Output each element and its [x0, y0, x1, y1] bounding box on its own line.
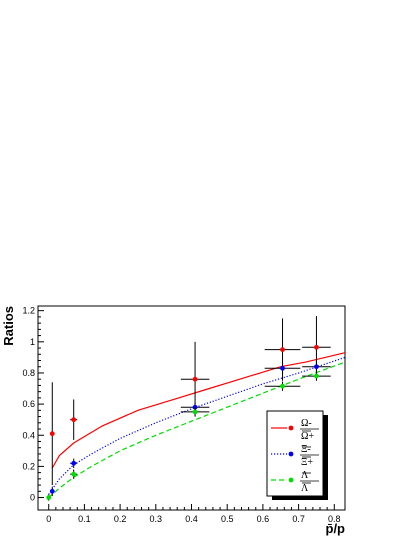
lambda-marker — [192, 409, 198, 415]
x-tick-label: 0.1 — [78, 514, 91, 524]
y-axis-title: Ratios — [1, 306, 16, 346]
y-tick-label: 0.6 — [22, 399, 35, 409]
xi-point — [49, 486, 55, 496]
omega-legend-numerator: Ω- — [301, 418, 312, 429]
omega-marker — [280, 347, 285, 353]
legend: Ω- Ω+ Ξ- Ξ+ ΛΛ — [266, 410, 328, 500]
lambda-legend-entry: ΛΛ — [271, 470, 319, 494]
xi-marker — [280, 365, 285, 371]
omega-point — [70, 399, 78, 440]
lambda-point — [264, 381, 301, 391]
omega-point — [49, 382, 55, 486]
y-tick-label: 0.2 — [22, 461, 35, 471]
lambda-marker — [46, 495, 52, 500]
y-tick-label: 0.4 — [22, 430, 35, 440]
y-tick-label: 1 — [30, 337, 35, 347]
omega-marker — [314, 344, 319, 350]
omega-curve — [51, 352, 346, 469]
lambda-marker — [71, 471, 77, 477]
x-tick-label: 0.3 — [150, 514, 163, 524]
omega-legend-entry: Ω- Ω+ — [271, 418, 319, 442]
xi-legend-entry: Ξ- Ξ+ — [271, 444, 319, 468]
y-tick-label: 0 — [30, 493, 35, 503]
x-tick-label: 0 — [46, 514, 51, 524]
x-tick-label: 0.8 — [328, 514, 341, 524]
omega-marker — [49, 431, 55, 437]
xi-marker — [71, 460, 77, 466]
x-tick-label: 0.4 — [185, 514, 198, 524]
x-tick-label: 0.7 — [292, 514, 305, 524]
x-tick-label: 0.2 — [114, 514, 127, 524]
axes: 0 0.1 0.2 0.3 0.4 0.5 0.6 0.7 0.8 0 0.2 0.4 0.6 0.8 1 1… — [22, 306, 340, 524]
lambda-legend-marker — [288, 477, 294, 483]
x-tick-label: 0.5 — [221, 514, 234, 524]
lambda-marker — [280, 383, 285, 389]
xi-legend-marker — [288, 451, 294, 457]
omega-marker — [192, 376, 198, 382]
omega-legend-marker — [288, 425, 294, 431]
y-tick-label: 0.8 — [22, 368, 35, 378]
lambda-point — [302, 371, 331, 381]
x-tick-label: 0.6 — [257, 514, 270, 524]
lambda-curve — [48, 361, 346, 498]
lambda-legend-denominator: Λ — [301, 483, 309, 494]
omega-marker — [71, 417, 77, 423]
xi-point — [70, 458, 78, 468]
lambda-legend-numerator: Λ — [301, 470, 309, 481]
model-curves — [48, 352, 346, 498]
xi-marker — [49, 488, 55, 494]
legend-box — [266, 410, 324, 497]
xi-point — [264, 362, 301, 375]
lambda-marker — [314, 373, 319, 379]
xi-point — [302, 358, 331, 375]
data-points — [46, 316, 331, 501]
xi-legend-denominator: Ξ+ — [301, 457, 313, 468]
x-axis-title: p̄/p — [326, 521, 346, 536]
lambda-point — [46, 494, 52, 501]
lambda-point — [180, 407, 210, 417]
y-tick-label: 1.2 — [22, 306, 35, 316]
omega-legend-denominator: Ω+ — [301, 431, 314, 442]
xi-marker — [314, 364, 319, 370]
xi-legend-numerator: Ξ- — [301, 444, 311, 455]
lambda-point — [70, 469, 78, 479]
